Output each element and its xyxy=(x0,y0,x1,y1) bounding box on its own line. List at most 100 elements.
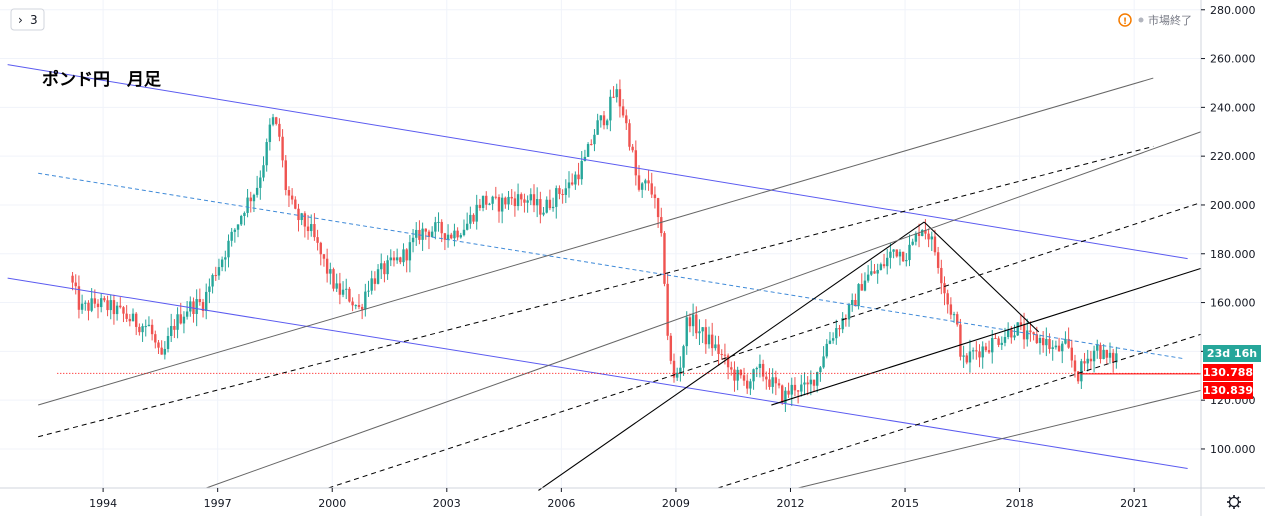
candle-body xyxy=(259,177,262,188)
candle-body xyxy=(803,382,806,385)
time-tick-label: 2018 xyxy=(1006,497,1034,510)
candle-body xyxy=(240,215,243,225)
market-status[interactable]: ! 市場終了 xyxy=(1118,13,1192,27)
candle-body xyxy=(424,228,427,232)
candle-body xyxy=(109,300,112,311)
candle-body xyxy=(529,194,533,201)
candle-body xyxy=(901,251,905,262)
candle-body xyxy=(545,199,548,213)
candle-body xyxy=(749,381,752,389)
candle-body xyxy=(450,234,453,239)
candle-body xyxy=(650,183,653,195)
trend-line-black[interactable] xyxy=(923,221,1040,333)
candle-body xyxy=(631,146,634,151)
current-price-bg xyxy=(1203,364,1253,381)
candle-body xyxy=(125,313,128,319)
candle-body xyxy=(822,356,825,368)
candle-body xyxy=(535,199,539,206)
price-tick-label: 160.000 xyxy=(1210,297,1256,310)
candle-body xyxy=(609,96,612,121)
candle-body xyxy=(271,117,275,125)
candle-body xyxy=(806,382,809,385)
candle-body xyxy=(402,249,405,263)
candle-body xyxy=(491,196,494,204)
candle-body xyxy=(1032,332,1035,335)
candle-body xyxy=(1000,342,1003,345)
trend-line-gray[interactable] xyxy=(798,389,1202,489)
candle-body xyxy=(746,380,749,389)
candle-body xyxy=(500,197,504,212)
candle-body xyxy=(653,194,657,199)
candle-body xyxy=(176,314,179,330)
candle-body xyxy=(771,377,774,387)
trend-line-dashed[interactable] xyxy=(328,202,1202,489)
trend-line-gray[interactable] xyxy=(206,131,1202,489)
price-tick-label: 260.000 xyxy=(1210,53,1256,66)
trend-line-black[interactable] xyxy=(771,267,1202,406)
price-tick-label: 100.000 xyxy=(1210,443,1256,456)
candle-body xyxy=(1073,360,1077,372)
candle-body xyxy=(959,324,962,357)
candle-body xyxy=(1102,349,1105,359)
candle-body xyxy=(281,136,284,161)
candle-body xyxy=(297,208,300,221)
candle-body xyxy=(561,194,564,196)
interval-button-bg[interactable] xyxy=(10,8,45,31)
candle-body xyxy=(691,314,695,327)
candle-body xyxy=(876,269,879,274)
candle-body xyxy=(430,231,434,237)
candle-body xyxy=(383,263,386,275)
candle-body xyxy=(1038,337,1042,344)
candle-body xyxy=(1092,350,1096,362)
candle-body xyxy=(828,340,832,344)
candle-body xyxy=(1013,335,1016,338)
candle-body xyxy=(214,275,217,277)
candle-body xyxy=(287,190,291,196)
candle-body xyxy=(185,311,189,317)
candle-body xyxy=(1115,353,1118,363)
interval-button[interactable]: › 3 xyxy=(10,8,45,31)
time-tick-label: 1997 xyxy=(204,497,232,510)
candle-body xyxy=(335,283,338,289)
candle-body xyxy=(173,326,176,330)
trend-line-channel[interactable] xyxy=(7,64,1188,260)
time-axis[interactable]: 1994 1997 2000 2003 2006 2009 2012 2015 2018 2021 xyxy=(89,488,1148,510)
candle-body xyxy=(1035,334,1038,344)
candle-body xyxy=(367,290,370,292)
previous-price-text: 130.839 xyxy=(1203,384,1253,397)
trend-line-gray[interactable] xyxy=(38,77,1154,406)
candle-body xyxy=(243,212,246,216)
time-tick-label: 2021 xyxy=(1120,497,1148,510)
candle-body xyxy=(781,385,784,404)
candle-body xyxy=(930,236,933,240)
time-tick-label: 2009 xyxy=(662,497,690,510)
settings-gear-icon[interactable] xyxy=(1227,495,1241,509)
candle-body xyxy=(949,304,953,315)
candle-body xyxy=(921,230,924,237)
chevron-right-icon: › xyxy=(18,13,23,27)
candle-body xyxy=(255,187,259,195)
candle-body xyxy=(574,174,577,185)
candle-body xyxy=(459,235,462,238)
candle-body xyxy=(135,313,138,327)
candle-body xyxy=(488,203,491,205)
candle-body xyxy=(739,369,743,376)
trend-line-dashed[interactable] xyxy=(38,145,1154,438)
candle-body xyxy=(1022,324,1026,340)
candle-body xyxy=(558,188,561,195)
candle-body xyxy=(325,258,329,274)
candle-body xyxy=(249,197,252,202)
candle-body xyxy=(860,284,863,291)
trend-line-midline[interactable] xyxy=(38,172,1184,360)
candle-body xyxy=(1111,352,1115,363)
trend-line-dashed[interactable] xyxy=(717,333,1202,489)
candle-body xyxy=(389,257,392,261)
candle-body xyxy=(443,233,447,240)
candle-body xyxy=(112,300,116,315)
candle-body xyxy=(892,249,895,252)
candle-body xyxy=(427,231,431,237)
candle-body xyxy=(71,275,74,283)
candle-body xyxy=(106,300,109,311)
